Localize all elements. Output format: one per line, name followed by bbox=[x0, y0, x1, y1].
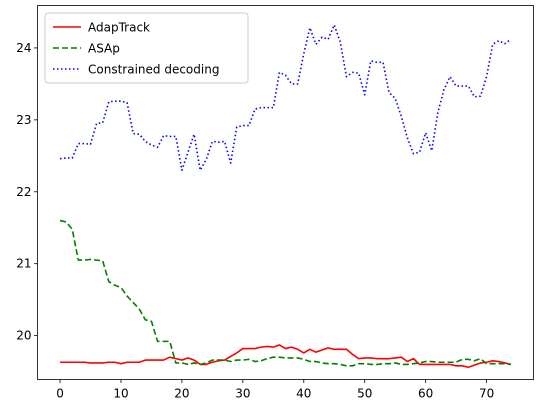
y-tick-label: 21 bbox=[16, 257, 31, 271]
x-tick-label: 60 bbox=[418, 387, 433, 401]
x-tick-label: 20 bbox=[174, 387, 189, 401]
legend-label: AdapTrack bbox=[88, 21, 150, 35]
x-axis: 0 10 20 30 40 50 60 70 bbox=[56, 379, 494, 401]
legend-label: Constrained decoding bbox=[88, 63, 219, 77]
series-layer bbox=[59, 24, 512, 369]
x-tick-label: 10 bbox=[113, 387, 128, 401]
y-axis: 20 21 22 23 24 bbox=[16, 41, 38, 343]
series-line-constrained-decoding bbox=[59, 24, 512, 171]
series-line-adaptrack bbox=[60, 344, 512, 369]
plot-frame bbox=[37, 5, 534, 380]
x-tick-label: 50 bbox=[357, 387, 372, 401]
x-tick-label: 0 bbox=[56, 387, 64, 401]
legend: AdapTrack ASAp Constrained decoding bbox=[44, 12, 249, 84]
x-tick-label: 30 bbox=[235, 387, 250, 401]
x-tick-label: 70 bbox=[479, 387, 494, 401]
x-tick-label: 40 bbox=[296, 387, 311, 401]
series-line-asap bbox=[59, 219, 512, 367]
y-tick-label: 23 bbox=[16, 113, 31, 127]
y-tick-label: 22 bbox=[16, 185, 31, 199]
legend-label: ASAp bbox=[88, 42, 120, 56]
legend-box bbox=[44, 12, 249, 84]
y-tick-label: 24 bbox=[16, 41, 31, 55]
y-tick-label: 20 bbox=[16, 329, 31, 343]
